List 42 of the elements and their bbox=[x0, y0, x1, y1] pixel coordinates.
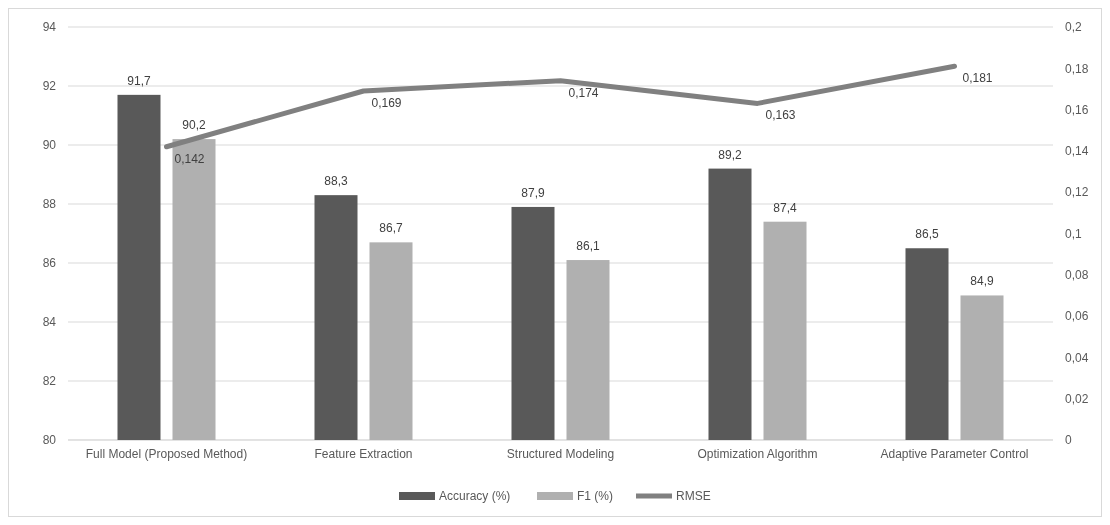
legend-label: F1 (%) bbox=[577, 489, 613, 504]
y-tick-label: 82 bbox=[42, 374, 57, 389]
y2-tick-label: 0,1 bbox=[1065, 226, 1083, 241]
x-tick-label: Optimization Algorithm bbox=[697, 447, 818, 461]
data-label: 89,2 bbox=[718, 147, 742, 162]
data-label: 0,142 bbox=[174, 151, 205, 166]
data-label: 0,169 bbox=[371, 96, 402, 111]
data-label: 87,4 bbox=[773, 200, 797, 215]
y-tick-label: 86 bbox=[42, 256, 57, 271]
y2-tick-label: 0,14 bbox=[1065, 144, 1089, 159]
data-label: 86,5 bbox=[915, 227, 939, 242]
legend-label: RMSE bbox=[676, 489, 711, 504]
data-label: 86,7 bbox=[379, 221, 403, 236]
x-tick-label: Adaptive Parameter Control bbox=[880, 447, 1029, 461]
x-tick-label: Structured Modeling bbox=[506, 447, 615, 461]
x-tick-label: Full Model (Proposed Method) bbox=[85, 447, 248, 461]
y2-tick-label: 0,02 bbox=[1065, 391, 1089, 406]
data-label: 87,9 bbox=[521, 185, 545, 200]
data-label: 86,1 bbox=[576, 239, 600, 254]
y2-tick-label: 0,16 bbox=[1065, 102, 1089, 117]
data-label: 84,9 bbox=[970, 274, 994, 289]
y2-tick-label: 0,2 bbox=[1065, 20, 1083, 35]
x-tick-label: Feature Extraction bbox=[314, 447, 413, 461]
data-label: 91,7 bbox=[127, 73, 151, 88]
data-label: 88,3 bbox=[324, 174, 348, 189]
y-tick-label: 90 bbox=[42, 138, 57, 153]
y-tick-label: 88 bbox=[42, 197, 57, 212]
data-label: 0,181 bbox=[962, 71, 993, 86]
y-tick-label: 92 bbox=[42, 79, 57, 94]
y2-tick-label: 0 bbox=[1065, 433, 1072, 448]
y2-tick-label: 0,08 bbox=[1065, 268, 1089, 282]
y-tick-label: 80 bbox=[42, 433, 57, 448]
y2-tick-label: 0,18 bbox=[1065, 61, 1089, 76]
y2-tick-label: 0,12 bbox=[1065, 185, 1089, 200]
data-label: 90,2 bbox=[182, 118, 206, 133]
data-label: 0,174 bbox=[568, 85, 599, 100]
y2-tick-label: 0,04 bbox=[1065, 350, 1089, 365]
y-tick-label: 84 bbox=[42, 315, 57, 330]
y-tick-label: 94 bbox=[42, 20, 57, 35]
y2-tick-label: 0,06 bbox=[1065, 309, 1089, 324]
data-label: 0,163 bbox=[765, 108, 796, 123]
legend-label: Accuracy (%) bbox=[439, 489, 511, 504]
